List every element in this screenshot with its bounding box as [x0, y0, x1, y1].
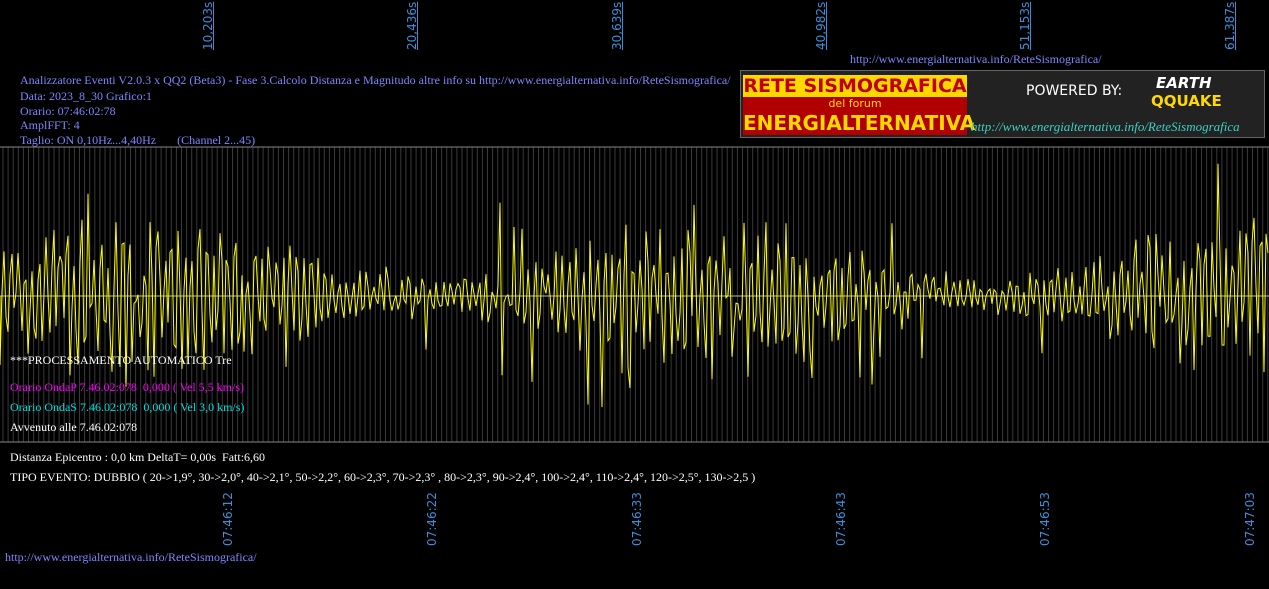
seconds-label: 10,203s: [201, 1, 215, 50]
seconds-label: 30,639s: [609, 1, 624, 50]
footer-url: http://www.energialternativa.info/ReteSi…: [5, 550, 257, 564]
logo-url: http://www.energialternativa.info/ReteSi…: [971, 119, 1240, 134]
logo-sub: del forum: [743, 97, 967, 111]
event-type: TIPO EVENTO: DUBBIO ( 20->1,9°, 30->2,0°…: [10, 470, 756, 484]
time-label: 07:46:53: [1038, 492, 1053, 546]
onda-s: Orario OndaS 7.46.02:078 0,000 ( Vel 3,0…: [10, 400, 245, 414]
time-label: 07:46:12: [221, 492, 235, 546]
top-url: http://www.energialternativa.info/ReteSi…: [850, 52, 1102, 66]
logo-name: ENERGIALTERNATIVA: [743, 111, 976, 135]
header-title: Analizzatore Eventi V2.0.3 x QQ2 (Beta3)…: [20, 73, 731, 87]
event-time: Avvenuto alle 7.46.02:078: [10, 420, 138, 434]
seconds-label: 61,387s: [1222, 1, 1237, 50]
logo-earth: EARTH: [1156, 74, 1212, 92]
header-date: Data: 2023_8_30 Grafico:1: [20, 89, 152, 103]
header-ampl: AmplFFT: 4: [20, 118, 80, 132]
logo: RETE SISMOGRAFICA del forum ENERGIALTERN…: [740, 70, 1265, 138]
logo-quake: QQUAKE: [1151, 92, 1222, 110]
header-time: Orario: 07:46:02:78: [20, 104, 116, 118]
waveform: [0, 163, 1269, 408]
logo-title: RETE SISMOGRAFICA: [743, 75, 967, 97]
header-filter: Taglio: ON 0,10Hz...4,40Hz (Channel 2...…: [20, 133, 256, 147]
time-label: 07:46:43: [833, 492, 848, 546]
seconds-label: 51,153s: [1018, 1, 1033, 50]
seconds-label: 40,982s: [813, 1, 828, 50]
seconds-label: 20,436s: [405, 1, 420, 50]
distance: Distanza Epicentro : 0,0 km DeltaT= 0,00…: [10, 450, 266, 464]
time-label: 07:46:22: [425, 492, 440, 546]
processing: ***PROCESSAMENTO AUTOMATICO Tre: [10, 353, 232, 367]
time-label: 07:46:33: [629, 492, 644, 546]
time-label: 07:47:03: [1242, 492, 1257, 546]
onda-p: Orario OndaP 7.46.02:078 0,000 ( Vel 5,5…: [10, 380, 244, 394]
logo-powered: POWERED BY:: [1026, 83, 1123, 99]
